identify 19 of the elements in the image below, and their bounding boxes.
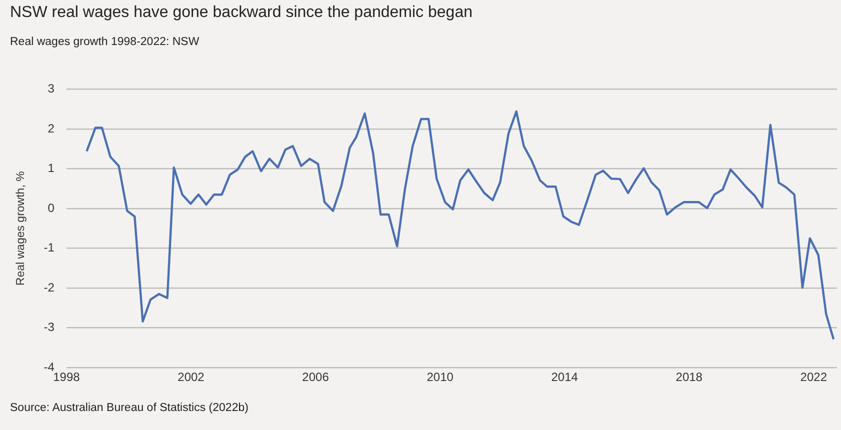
x-tick-label: 2006 (302, 370, 330, 384)
y-tick-label: -2 (44, 280, 55, 294)
y-tick-label: -1 (44, 240, 55, 255)
x-tick-label: 1998 (53, 370, 80, 384)
y-tick-label: 1 (48, 161, 55, 176)
y-tick-label: 3 (48, 82, 55, 96)
x-tick-label: 2010 (426, 370, 454, 384)
y-axis-title: Real wages growth, % (15, 171, 28, 286)
source-note: Source: Australian Bureau of Statistics (2022b) (10, 402, 248, 414)
chart-title: NSW real wages have gone backward since the pandemic began (10, 4, 472, 22)
chart-subtitle: Real wages growth 1998-2022: NSW (10, 36, 200, 48)
y-tick-label: 0 (48, 200, 55, 215)
x-tick-label: 2002 (178, 370, 205, 384)
y-tick-label: 2 (48, 121, 55, 136)
x-tick-label: 2014 (551, 370, 578, 384)
x-tick-label: 2022 (800, 370, 828, 384)
x-tick-label: 2018 (676, 370, 703, 384)
y-tick-label: -3 (44, 320, 55, 334)
y-tick-label: -4 (44, 360, 55, 374)
